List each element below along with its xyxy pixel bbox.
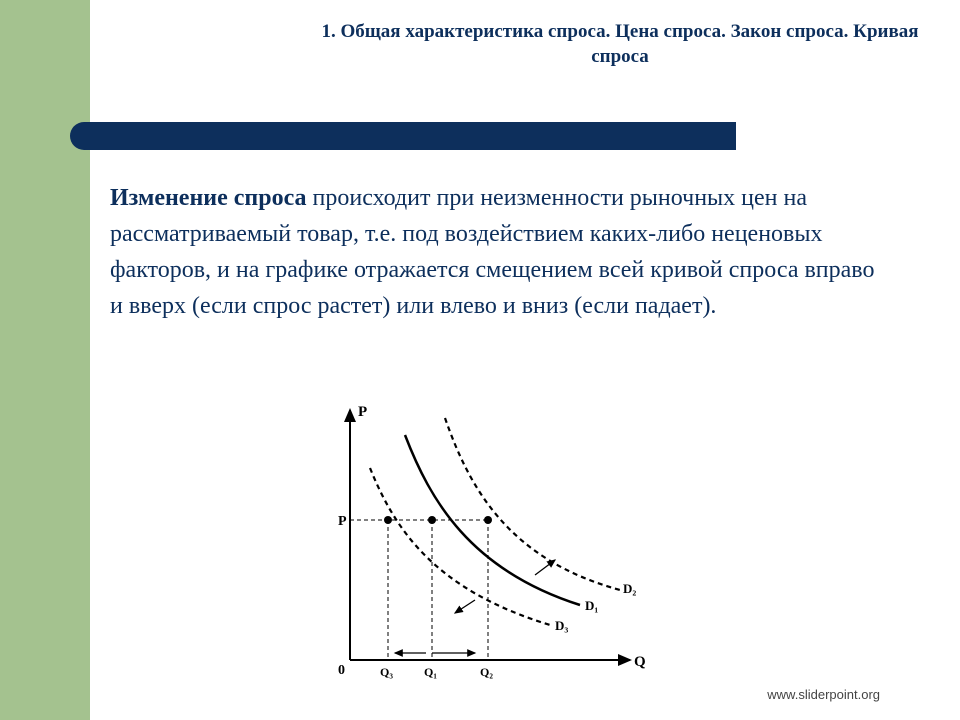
svg-text:P: P (338, 514, 347, 529)
svg-text:Q₃: Q₃ (380, 665, 393, 679)
body-paragraph: Изменение спроса происходит при неизменн… (110, 180, 890, 324)
svg-text:D₂: D₂ (623, 581, 636, 596)
svg-text:Q₂: Q₂ (480, 665, 493, 679)
svg-text:D₁: D₁ (585, 598, 598, 613)
slide-title: 1. Общая характеристика спроса. Цена спр… (320, 20, 920, 69)
svg-text:D₃: D₃ (555, 618, 568, 633)
accent-bar (90, 122, 736, 150)
svg-text:0: 0 (338, 663, 345, 678)
footer-link: www.sliderpoint.org (767, 687, 880, 702)
svg-text:Q₁: Q₁ (424, 665, 437, 679)
body-emphasis: Изменение спроса (110, 185, 307, 211)
svg-text:Q: Q (634, 654, 646, 670)
left-accent-band (0, 0, 90, 720)
svg-text:P: P (358, 404, 367, 420)
demand-curve-chart: P Q 0 P Q₃ Q₁ Q₂ D₁ D₂ D₃ (310, 400, 650, 690)
